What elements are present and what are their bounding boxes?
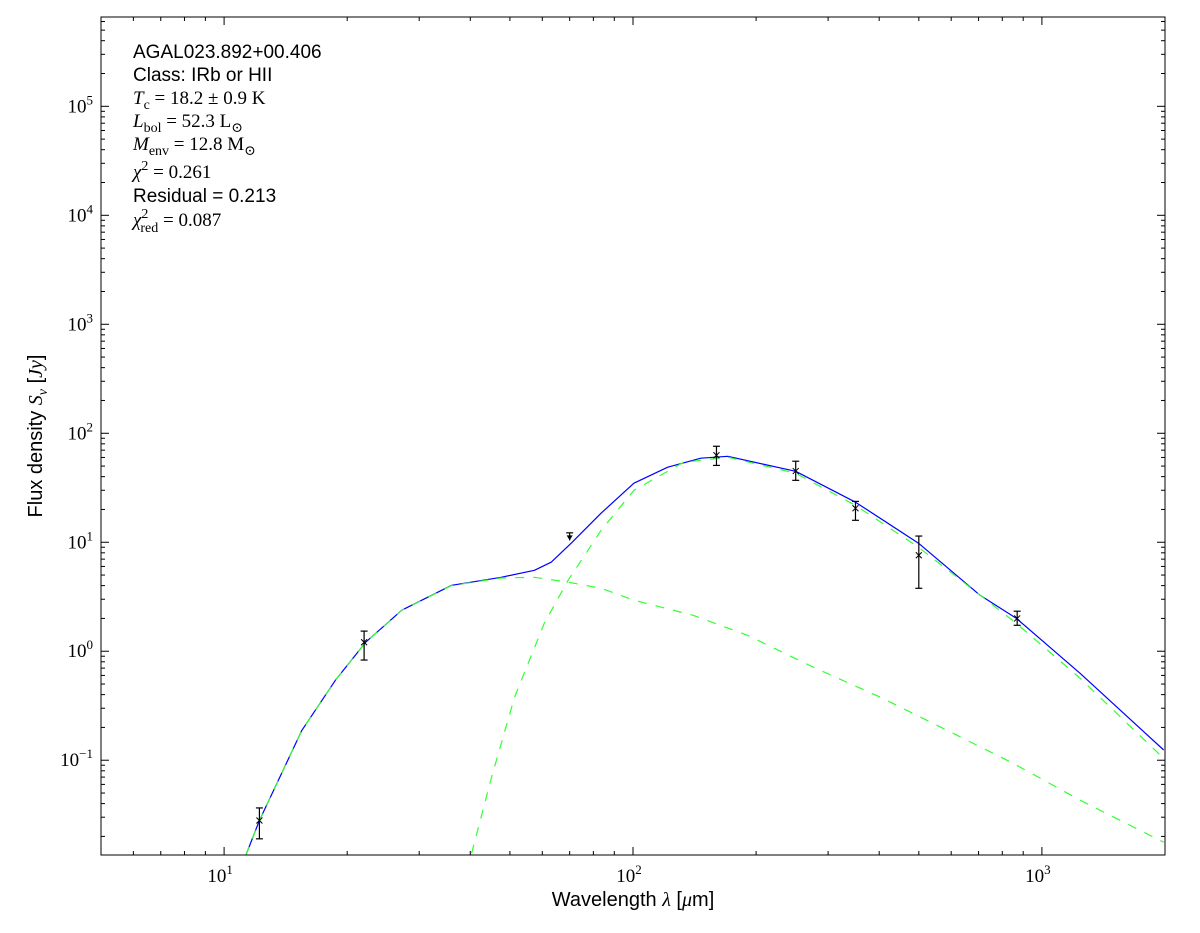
upper-limit-arrow [566,535,573,541]
annotation-line: Class: IRb or HII [133,65,272,86]
y-tick-label: 100 [68,637,94,662]
x-marker [915,551,923,559]
observed-points [255,445,1021,840]
x-marker [1013,615,1021,622]
data-point [712,445,720,467]
total-model-curve [245,455,1165,855]
x-tick-label: 102 [616,862,642,887]
y-tick-label: 102 [68,419,94,444]
x-marker [360,638,368,646]
x-marker [256,817,263,824]
annotation-line: AGAL023.892+00.406 [133,42,322,63]
x-marker [713,451,720,459]
x-axis-label: Wavelength λ [μm] [552,889,715,911]
x-marker [792,467,800,475]
data-point [792,460,800,481]
component-curve-2 [245,576,1164,855]
data-point [360,630,368,661]
data-point [1013,610,1021,626]
x-tick-label: 103 [1025,862,1051,887]
y-tick-label: 104 [68,201,94,226]
y-tick-label: 10−1 [60,746,93,771]
x-marker [852,504,859,512]
annotation-line: Lbol = 52.3 L⊙ [132,111,243,136]
y-axis-label: Flux density Sν [Jy] [25,355,51,518]
data-point [255,807,263,840]
component-curve-1 [471,456,1165,854]
annotation-line: Tc = 18.2 ± 0.9 K [133,88,266,113]
y-tick-label: 105 [68,92,94,117]
model-curves [245,455,1165,855]
x-tick-label: 101 [207,862,233,887]
y-tick-label: 101 [68,528,94,553]
data-point [566,532,574,541]
data-point [915,535,923,589]
axis-ticks: 101 102 103 10−1 100 101 102 103 104 105 [60,17,1166,887]
annotation-line: χ2 = 0.261 [131,159,211,183]
annotation-line: Residual = 0.213 [133,186,276,207]
data-point [851,500,859,521]
annotation-line: Menv = 12.8 M⊙ [132,134,256,159]
annotation-line: χ2 red = 0.087 [131,207,221,236]
plot-frame [100,16,1166,856]
y-tick-label: 103 [68,310,94,335]
